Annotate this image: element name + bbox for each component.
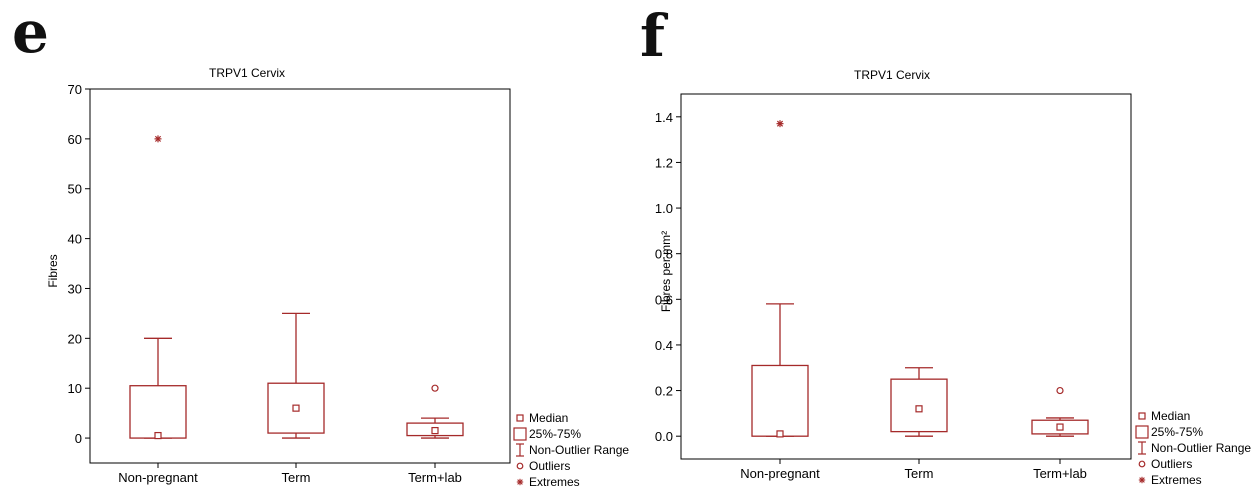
median-marker xyxy=(292,404,300,412)
legend-label-outliers: Outliers xyxy=(1151,457,1192,471)
legend-box-icon xyxy=(513,427,527,441)
y-tick-label: 40 xyxy=(68,232,82,247)
y-tick-label: 0.4 xyxy=(655,338,673,353)
legend-label-median: Median xyxy=(1151,409,1190,423)
outlier-point xyxy=(1056,386,1064,395)
legend-extreme-icon xyxy=(1138,476,1146,484)
outlier-point xyxy=(431,384,439,392)
box-term xyxy=(890,367,948,437)
y-tick-label: 0 xyxy=(75,431,82,446)
y-tick-label: 10 xyxy=(68,381,82,396)
y-tick-label: 60 xyxy=(68,132,82,147)
box-term-lab xyxy=(1031,386,1089,437)
median-marker xyxy=(776,430,784,438)
legend-label-median: Median xyxy=(529,411,568,425)
iqr-box xyxy=(129,385,187,439)
legend-label-whisker: Non-Outlier Range xyxy=(1151,441,1251,455)
panel-letter: e xyxy=(12,0,49,66)
y-tick-label: 70 xyxy=(68,82,82,97)
y-axis-label: Fibres xyxy=(46,254,60,287)
plot-frame xyxy=(680,93,1132,460)
y-tick-label: 0.8 xyxy=(655,247,673,262)
y-tick-label: 50 xyxy=(68,182,82,197)
legend-label-extremes: Extremes xyxy=(529,475,580,489)
chart-panel-e: e TRPV1 Cervix 0 10 20 30 40 50 60 70 Fibres Non-pr… xyxy=(12,0,629,489)
box-non-pregnant xyxy=(129,135,187,440)
x-tick-label: Term+lab xyxy=(408,470,462,485)
chart-panel-f: f TRPV1 Cervix 0.0 0.2 0.4 0.6 0.8 1.0 1.2 1.4 Fib… xyxy=(640,2,1251,487)
panel-letter: f xyxy=(640,2,669,70)
median-marker xyxy=(915,405,923,413)
legend-median-icon xyxy=(1138,412,1146,420)
x-tick-label: Term+lab xyxy=(1033,466,1087,481)
legend-outlier-icon xyxy=(1138,460,1146,468)
legend-median-icon xyxy=(516,414,524,422)
y-tick-label: 0.0 xyxy=(655,429,673,444)
y-tick-label: 0.2 xyxy=(655,384,673,399)
legend-label-outliers: Outliers xyxy=(529,459,570,473)
legend: Median 25%-75% Non-Outlier Range Outliers Ex… xyxy=(513,411,629,489)
y-axis-label: Fibres per mm² xyxy=(659,231,673,312)
legend-label-box: 25%-75% xyxy=(529,427,581,441)
legend-label-box: 25%-75% xyxy=(1151,425,1203,439)
x-tick-label: Non-pregnant xyxy=(740,466,820,481)
legend-outlier-icon xyxy=(516,462,524,470)
median-marker xyxy=(154,431,162,440)
box-term-lab xyxy=(406,384,464,439)
y-tick-label: 1.0 xyxy=(655,201,673,216)
y-tick-label: 1.2 xyxy=(655,155,673,170)
y-tick-label: 30 xyxy=(68,281,82,296)
legend-label-whisker: Non-Outlier Range xyxy=(529,443,629,457)
extreme-point xyxy=(154,135,162,143)
median-marker xyxy=(431,426,439,435)
chart-title: TRPV1 Cervix xyxy=(209,66,285,80)
y-tick-label: 0.6 xyxy=(655,292,673,307)
legend-whisker-icon xyxy=(516,443,524,457)
legend-label-extremes: Extremes xyxy=(1151,473,1202,487)
iqr-box xyxy=(751,364,809,437)
plot-frame xyxy=(89,88,511,464)
y-tick-label: 20 xyxy=(68,331,82,346)
extreme-point xyxy=(776,120,784,128)
legend-whisker-icon xyxy=(1138,441,1146,455)
chart-title: TRPV1 Cervix xyxy=(854,68,930,82)
legend-extreme-icon xyxy=(516,478,524,486)
median-marker xyxy=(1056,423,1064,431)
y-tick-label: 1.4 xyxy=(655,110,673,125)
x-tick-label: Non-pregnant xyxy=(118,470,198,485)
legend: Median 25%-75% Non-Outlier Range Outliers Ex… xyxy=(1135,409,1251,487)
box-term xyxy=(267,312,325,439)
box-non-pregnant xyxy=(751,120,809,438)
x-tick-label: Term xyxy=(905,466,934,481)
legend-box-icon xyxy=(1135,425,1149,439)
x-tick-label: Term xyxy=(282,470,311,485)
